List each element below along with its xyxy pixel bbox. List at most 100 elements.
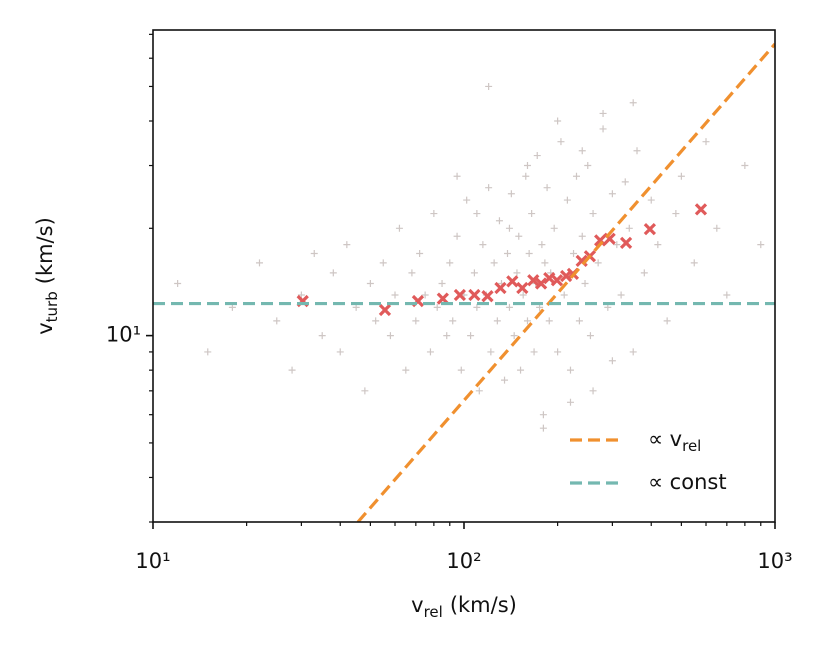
median-point — [534, 277, 548, 290]
scatter-point — [467, 332, 475, 340]
scatter-point — [473, 210, 481, 218]
scatter-point — [570, 249, 578, 257]
median-point — [516, 281, 529, 295]
scatter-point — [343, 241, 351, 249]
scatter-point — [297, 291, 305, 299]
scatter-point — [647, 196, 655, 204]
scatter-point — [523, 162, 531, 170]
scatter-point — [545, 317, 553, 325]
scatter-point — [522, 172, 530, 180]
scatter-point — [470, 269, 478, 277]
scatter-point — [453, 172, 461, 180]
scatter-point — [174, 280, 182, 288]
scatter-point — [757, 241, 765, 249]
legend-text: ∝ const — [648, 470, 727, 494]
scatter-point — [677, 172, 685, 180]
scatter-point — [386, 332, 394, 340]
median-point — [550, 274, 564, 287]
scatter-point — [487, 348, 495, 356]
fit-line — [356, 42, 775, 522]
median-point — [527, 274, 540, 287]
scatter-point — [599, 109, 607, 117]
scatter-point — [485, 82, 493, 90]
scatter-point — [273, 317, 281, 325]
median-point — [594, 234, 607, 247]
legend-label: ∝ const — [648, 470, 727, 494]
median-point — [494, 281, 507, 295]
scatter-point — [625, 224, 633, 232]
scatter-point — [599, 125, 607, 133]
scatter-point — [589, 210, 597, 218]
median-point — [619, 236, 633, 250]
scatter-point — [416, 249, 424, 257]
y-tick-label: 10¹ — [106, 323, 141, 347]
scatter-point — [554, 117, 562, 125]
scatter-point — [473, 303, 481, 311]
scatter-point — [543, 184, 551, 192]
scatter-point — [433, 303, 441, 311]
scatter-point — [629, 99, 637, 107]
median-point — [453, 288, 467, 302]
x-tick-label: 10² — [446, 549, 481, 573]
scatter-point — [530, 348, 538, 356]
scatter-point — [457, 366, 465, 374]
legend-text: ∝ v — [648, 427, 682, 451]
scatter-point — [443, 332, 451, 340]
scatter-point — [507, 190, 515, 198]
scatter-point — [581, 280, 589, 288]
scatter-point — [629, 348, 637, 356]
scatter-point — [505, 303, 513, 311]
scatter-point — [493, 317, 501, 325]
scatter-point — [557, 138, 565, 146]
median-point — [468, 288, 481, 302]
scatter-point — [613, 241, 621, 249]
scatter-point — [723, 291, 731, 299]
median-point — [506, 275, 519, 288]
scatter-point — [288, 366, 296, 374]
x-axis-label: vrel (km/s) — [411, 593, 517, 621]
scatter-point — [741, 162, 749, 170]
legend-label: ∝ vrel — [648, 427, 701, 455]
scatter-point — [572, 172, 580, 180]
legend-text-sub: rel — [682, 437, 701, 455]
scatter-point — [513, 269, 521, 277]
scatter-point — [621, 178, 629, 186]
scatter-point — [372, 317, 380, 325]
scatter-point — [539, 411, 547, 419]
scatter-point — [318, 332, 326, 340]
scatter-point — [584, 162, 592, 170]
scatter-point — [640, 269, 648, 277]
scatter-point — [366, 280, 374, 288]
median-point — [481, 290, 494, 303]
scatter-point — [430, 210, 438, 218]
scatter-point — [523, 317, 531, 325]
scatter-point — [566, 366, 574, 374]
scatter-point — [672, 210, 680, 218]
scatter-point — [361, 387, 369, 395]
scatter-point — [475, 387, 483, 395]
scatter-point — [379, 259, 387, 267]
scatter-point — [554, 348, 562, 356]
scatter-point — [504, 249, 512, 257]
median-point — [643, 222, 657, 236]
scatter-point — [563, 196, 571, 204]
scatter-point — [702, 138, 710, 146]
scatter-point — [528, 210, 536, 218]
scatter-point — [391, 291, 399, 299]
scatter-point — [490, 259, 498, 267]
scatter-point — [446, 259, 454, 267]
scatter-point — [517, 366, 525, 374]
scatter-point — [310, 249, 318, 257]
scatter-point — [713, 224, 721, 232]
median-point — [575, 254, 588, 268]
scatter-point — [608, 357, 616, 365]
scatter-point — [690, 259, 698, 267]
scatter-point — [533, 152, 541, 160]
scatter-point — [578, 147, 586, 155]
median-point — [436, 292, 449, 305]
scatter-point — [495, 217, 503, 225]
plot-area — [153, 42, 775, 522]
scatter-point — [617, 291, 625, 299]
x-tick-label: 10³ — [757, 549, 792, 573]
